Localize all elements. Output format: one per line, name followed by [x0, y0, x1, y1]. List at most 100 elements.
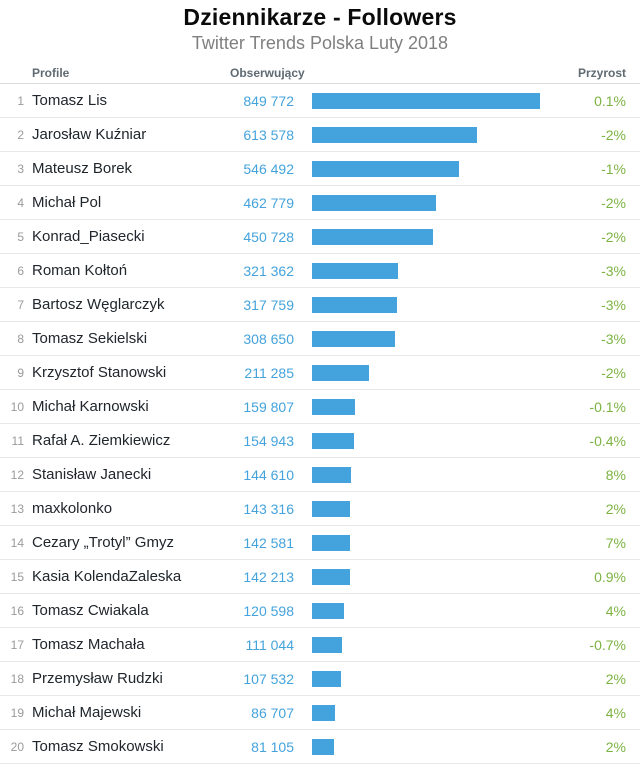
followers-bar	[312, 364, 369, 381]
column-header-growth: Przyrost	[577, 66, 626, 80]
row-growth: -2%	[601, 126, 626, 143]
row-followers: 154 943	[243, 432, 294, 449]
row-growth: -3%	[601, 296, 626, 313]
table-row: 8 Tomasz Sekielski 308 650 -3%	[0, 322, 640, 356]
row-profile: Cezary „Trotyl” Gmyz	[32, 534, 174, 551]
table-row: 16 Tomasz Cwiakala 120 598 4%	[0, 594, 640, 628]
row-bar-cell	[302, 500, 558, 517]
row-bar-cell	[302, 194, 558, 211]
row-bar-cell	[302, 364, 558, 381]
row-followers: 142 213	[243, 568, 294, 585]
row-profile: Tomasz Smokowski	[32, 738, 164, 755]
table-row: 18 Przemysław Rudzki 107 532 2%	[0, 662, 640, 696]
row-followers: 111 044	[245, 636, 294, 653]
followers-bar	[312, 398, 355, 415]
row-growth: 2%	[605, 670, 626, 687]
row-bar-cell	[302, 534, 558, 551]
row-followers: 321 362	[243, 262, 294, 279]
row-growth: -3%	[601, 330, 626, 347]
row-profile: Michał Karnowski	[32, 398, 149, 415]
row-profile: Rafał A. Ziemkiewicz	[32, 432, 171, 449]
row-rank: 9	[17, 365, 24, 380]
row-rank: 11	[11, 433, 24, 448]
followers-bar	[312, 228, 433, 245]
row-rank: 7	[17, 297, 24, 312]
row-rank: 6	[17, 263, 24, 278]
row-bar-cell	[302, 330, 558, 347]
table-row: 4 Michał Pol 462 779 -2%	[0, 186, 640, 220]
row-rank: 18	[10, 671, 24, 686]
followers-bar	[312, 296, 397, 313]
row-profile: Konrad_Piasecki	[32, 228, 145, 245]
row-rank: 12	[10, 467, 24, 482]
row-rank: 1	[17, 93, 24, 108]
table-row: 2 Jarosław Kuźniar 613 578 -2%	[0, 118, 640, 152]
row-rank: 20	[10, 739, 24, 754]
table-row: 3 Mateusz Borek 546 492 -1%	[0, 152, 640, 186]
row-profile: Krzysztof Stanowski	[32, 364, 167, 381]
row-profile: Roman Kołtoń	[32, 262, 128, 279]
row-followers: 308 650	[243, 330, 294, 347]
row-profile: maxkolonko	[32, 500, 113, 517]
row-followers: 159 807	[243, 398, 294, 415]
row-profile: Przemysław Rudzki	[32, 670, 163, 687]
row-bar-cell	[302, 568, 558, 585]
row-bar-cell	[302, 262, 558, 279]
followers-bar	[312, 738, 334, 755]
followers-bar	[312, 194, 436, 211]
row-growth: 2%	[605, 738, 626, 755]
row-profile: Stanisław Janecki	[32, 466, 152, 483]
row-profile: Tomasz Machała	[32, 636, 145, 653]
row-profile: Bartosz Węglarczyk	[32, 296, 165, 313]
table-row: 5 Konrad_Piasecki 450 728 -2%	[0, 220, 640, 254]
followers-table: Profile Obserwujący Przyrost 1 Tomasz Li…	[0, 63, 640, 764]
followers-bar	[312, 704, 335, 721]
row-growth: 0.1%	[594, 92, 626, 109]
table-row: 17 Tomasz Machała 111 044 -0.7%	[0, 628, 640, 662]
followers-bar	[312, 466, 351, 483]
table-row: 19 Michał Majewski 86 707 4%	[0, 696, 640, 730]
row-growth: -3%	[601, 262, 626, 279]
row-rank: 5	[17, 229, 24, 244]
followers-bar	[312, 602, 344, 619]
row-growth: 2%	[605, 500, 626, 517]
page-subtitle: Twitter Trends Polska Luty 2018	[191, 33, 449, 53]
row-bar-cell	[302, 296, 558, 313]
row-growth: -0.1%	[589, 398, 626, 415]
row-bar-cell	[302, 670, 558, 687]
row-profile: Tomasz Cwiakala	[32, 602, 149, 619]
table-body: 1 Tomasz Lis 849 772 0.1% 2 Jarosław Kuź…	[0, 84, 640, 764]
row-followers: 144 610	[243, 466, 294, 483]
table-row: 1 Tomasz Lis 849 772 0.1%	[0, 84, 640, 118]
followers-bar	[312, 126, 477, 143]
row-bar-cell	[302, 704, 558, 721]
row-bar-cell	[302, 636, 558, 653]
row-followers: 613 578	[243, 126, 294, 143]
followers-bar	[312, 636, 342, 653]
followers-bar	[312, 534, 350, 551]
row-profile: Tomasz Sekielski	[32, 330, 148, 347]
followers-bar	[312, 670, 341, 687]
row-followers: 120 598	[243, 602, 294, 619]
column-header-followers: Obserwujący	[230, 66, 305, 80]
followers-bar	[312, 500, 350, 517]
row-rank: 10	[10, 399, 24, 414]
followers-bar	[312, 160, 459, 177]
row-rank: 2	[17, 127, 24, 142]
row-bar-cell	[302, 432, 558, 449]
table-header-row: Profile Obserwujący Przyrost	[0, 63, 640, 84]
followers-bar	[312, 568, 350, 585]
followers-bar	[312, 92, 540, 109]
row-growth: 7%	[605, 534, 626, 551]
row-growth: -2%	[601, 194, 626, 211]
table-row: 11 Rafał A. Ziemkiewicz 154 943 -0.4%	[0, 424, 640, 458]
table-row: 13 maxkolonko 143 316 2%	[0, 492, 640, 526]
followers-bar	[312, 262, 398, 279]
column-header-profile: Profile	[32, 66, 70, 80]
row-rank: 8	[17, 331, 24, 346]
row-bar-cell	[302, 126, 558, 143]
row-followers: 107 532	[243, 670, 294, 687]
row-bar-cell	[302, 398, 558, 415]
row-growth: 8%	[605, 466, 626, 483]
